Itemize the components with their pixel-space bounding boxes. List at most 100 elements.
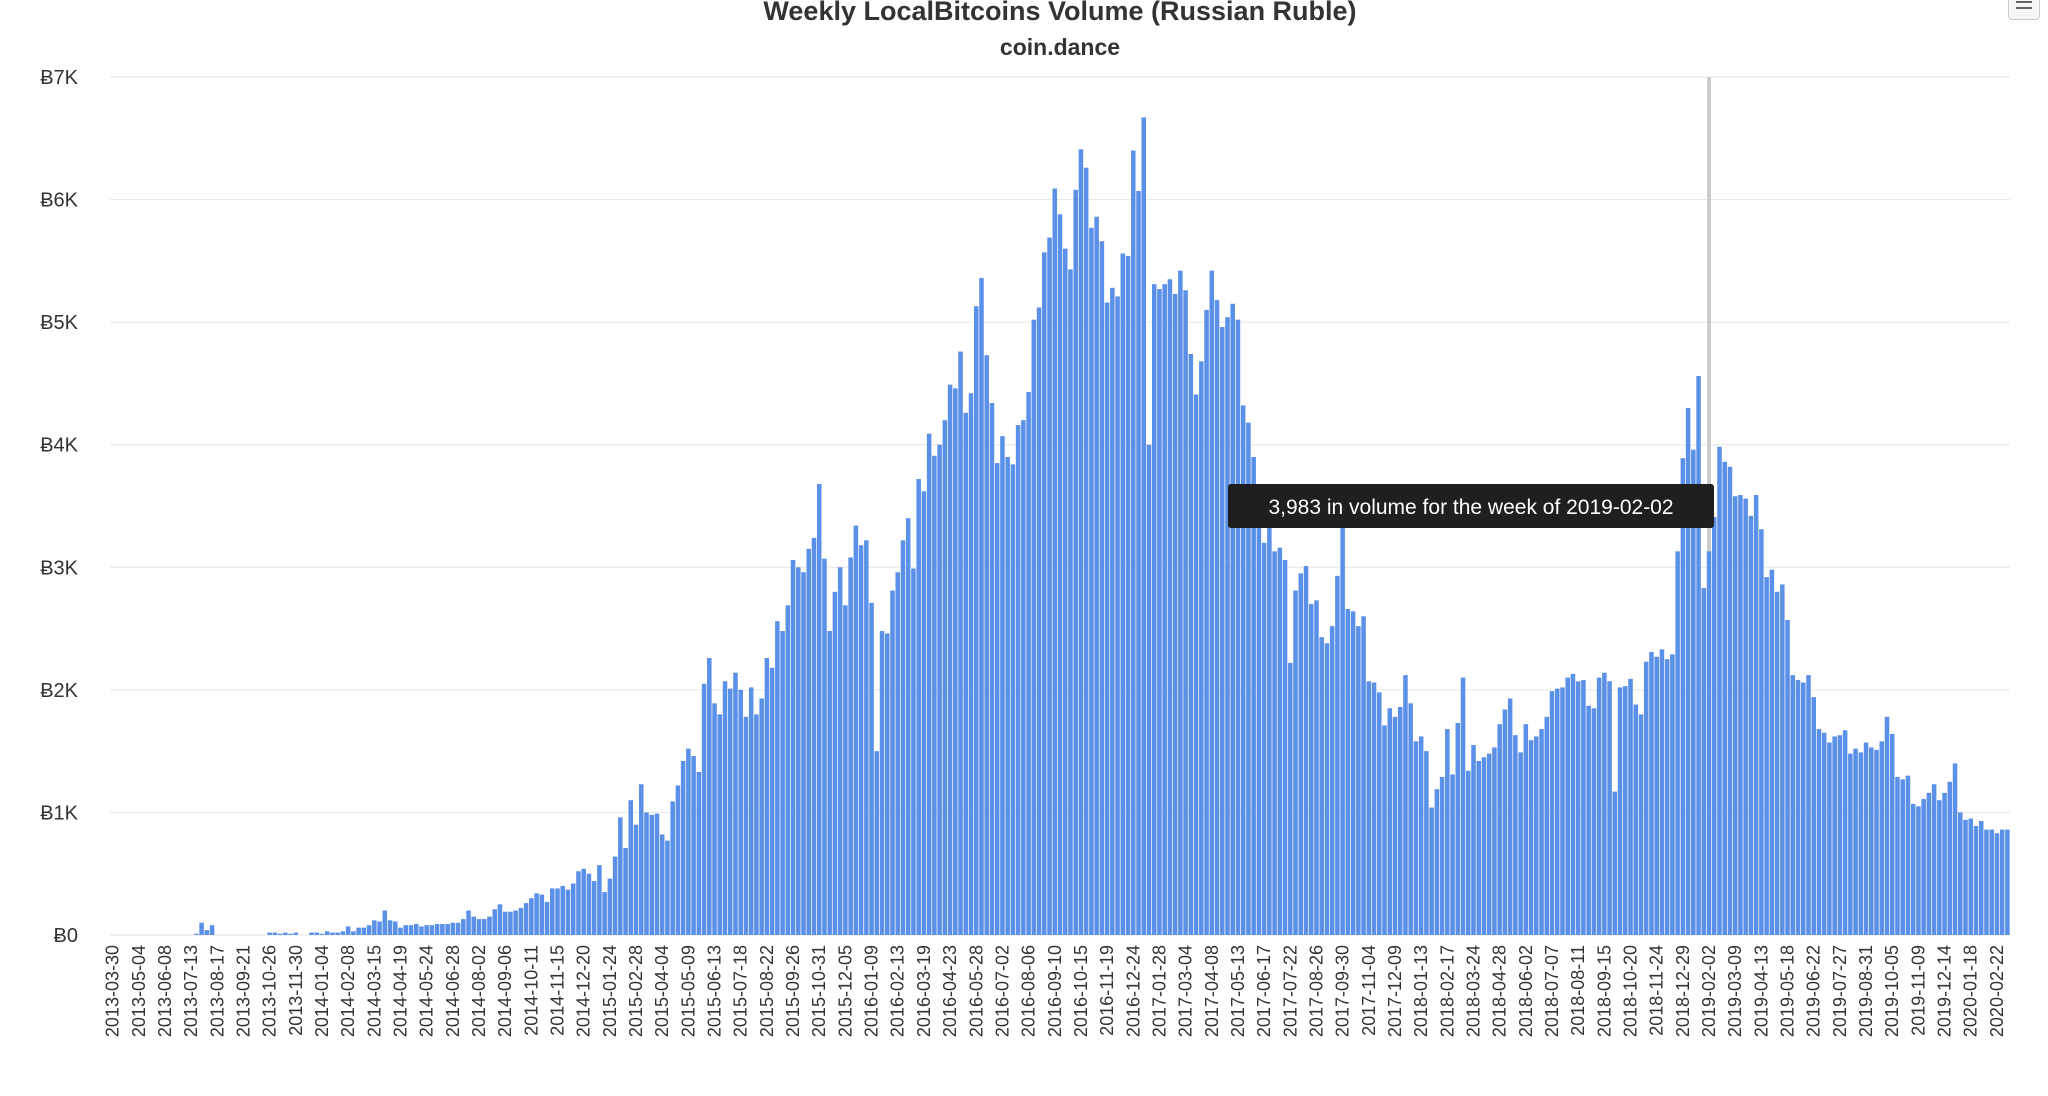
bar[interactable] bbox=[1586, 705, 1591, 935]
bar[interactable] bbox=[780, 631, 785, 935]
bar[interactable] bbox=[1696, 376, 1701, 935]
bar[interactable] bbox=[1717, 446, 1722, 935]
bar[interactable] bbox=[1999, 829, 2005, 935]
bar[interactable] bbox=[1345, 608, 1351, 935]
bar[interactable] bbox=[2005, 829, 2010, 935]
bar[interactable] bbox=[1162, 284, 1167, 935]
bars[interactable] bbox=[194, 117, 2010, 936]
bar[interactable] bbox=[1366, 681, 1372, 935]
bar[interactable] bbox=[1926, 792, 1932, 935]
bar[interactable] bbox=[612, 856, 618, 935]
bar[interactable] bbox=[1842, 730, 1848, 935]
bar[interactable] bbox=[1790, 675, 1796, 935]
bar[interactable] bbox=[858, 545, 864, 935]
bar[interactable] bbox=[1748, 515, 1754, 935]
bar[interactable] bbox=[1497, 724, 1502, 935]
bar[interactable] bbox=[905, 518, 911, 935]
bar[interactable] bbox=[1120, 253, 1126, 936]
bar[interactable] bbox=[738, 689, 743, 935]
bar[interactable] bbox=[764, 657, 770, 935]
bar[interactable] bbox=[392, 921, 398, 935]
bar[interactable] bbox=[1858, 752, 1864, 935]
bar[interactable] bbox=[1879, 741, 1885, 935]
bar[interactable] bbox=[1225, 317, 1230, 935]
bar[interactable] bbox=[1602, 672, 1607, 935]
bar[interactable] bbox=[1670, 654, 1675, 935]
bar[interactable] bbox=[979, 278, 984, 935]
bar[interactable] bbox=[958, 351, 963, 935]
bar[interactable] bbox=[591, 881, 597, 935]
bar[interactable] bbox=[1905, 775, 1911, 935]
bar[interactable] bbox=[1172, 293, 1178, 935]
bar[interactable] bbox=[1073, 189, 1078, 935]
bar[interactable] bbox=[1853, 748, 1858, 935]
bar[interactable] bbox=[1062, 248, 1068, 936]
bar[interactable] bbox=[586, 873, 592, 935]
bar[interactable] bbox=[1371, 682, 1377, 936]
bar[interactable] bbox=[487, 916, 492, 935]
bar[interactable] bbox=[1036, 307, 1042, 935]
bar[interactable] bbox=[1272, 551, 1277, 935]
bar[interactable] bbox=[1732, 496, 1738, 935]
bar[interactable] bbox=[293, 932, 299, 935]
bar[interactable] bbox=[1068, 269, 1073, 935]
bar[interactable] bbox=[534, 893, 539, 935]
bar[interactable] bbox=[1502, 709, 1508, 935]
bar[interactable] bbox=[607, 878, 613, 935]
bar[interactable] bbox=[398, 927, 403, 935]
bar[interactable] bbox=[953, 388, 958, 936]
bar[interactable] bbox=[1455, 722, 1461, 935]
bar[interactable] bbox=[1848, 753, 1853, 935]
bar[interactable] bbox=[942, 420, 948, 935]
bar[interactable] bbox=[1413, 741, 1419, 935]
bar[interactable] bbox=[1884, 716, 1890, 935]
bar[interactable] bbox=[1560, 687, 1565, 935]
bar[interactable] bbox=[1010, 464, 1016, 935]
bar[interactable] bbox=[1104, 302, 1110, 935]
bar[interactable] bbox=[806, 548, 812, 935]
bar[interactable] bbox=[1869, 747, 1874, 935]
bar[interactable] bbox=[843, 605, 848, 935]
bar[interactable] bbox=[539, 894, 545, 935]
chart-menu-button[interactable] bbox=[2008, 0, 2040, 20]
bar[interactable] bbox=[1031, 319, 1037, 935]
bar[interactable] bbox=[696, 771, 702, 935]
bar[interactable] bbox=[707, 657, 712, 935]
bar[interactable] bbox=[345, 926, 351, 935]
bar[interactable] bbox=[1115, 296, 1120, 935]
bar[interactable] bbox=[947, 384, 953, 935]
bar[interactable] bbox=[1863, 742, 1869, 935]
bar[interactable] bbox=[403, 925, 408, 935]
bar[interactable] bbox=[1837, 735, 1843, 935]
bar[interactable] bbox=[754, 714, 759, 935]
bar[interactable] bbox=[973, 306, 979, 936]
bar[interactable] bbox=[1827, 742, 1832, 935]
bar[interactable] bbox=[1340, 524, 1345, 935]
bar[interactable] bbox=[816, 483, 822, 935]
bar[interactable] bbox=[455, 922, 461, 935]
bar[interactable] bbox=[670, 801, 675, 935]
bar[interactable] bbox=[733, 672, 738, 935]
bar[interactable] bbox=[413, 923, 419, 935]
bar[interactable] bbox=[1947, 781, 1953, 935]
bar[interactable] bbox=[1623, 686, 1628, 935]
bar[interactable] bbox=[502, 911, 508, 935]
bar[interactable] bbox=[874, 751, 880, 935]
bar[interactable] bbox=[984, 355, 989, 935]
bar[interactable] bbox=[1691, 449, 1696, 935]
bar[interactable] bbox=[597, 865, 602, 935]
bar[interactable] bbox=[916, 479, 921, 935]
bar[interactable] bbox=[665, 840, 670, 935]
bar[interactable] bbox=[743, 716, 749, 935]
bar[interactable] bbox=[288, 933, 293, 935]
bar[interactable] bbox=[314, 932, 320, 935]
bar[interactable] bbox=[1800, 682, 1806, 936]
bar[interactable] bbox=[911, 568, 916, 935]
bar[interactable] bbox=[523, 903, 529, 935]
bar[interactable] bbox=[1219, 327, 1225, 935]
bar[interactable] bbox=[319, 933, 325, 935]
bar[interactable] bbox=[372, 920, 377, 935]
bar[interactable] bbox=[712, 703, 717, 935]
bar[interactable] bbox=[1685, 407, 1691, 935]
bar[interactable] bbox=[659, 834, 665, 935]
